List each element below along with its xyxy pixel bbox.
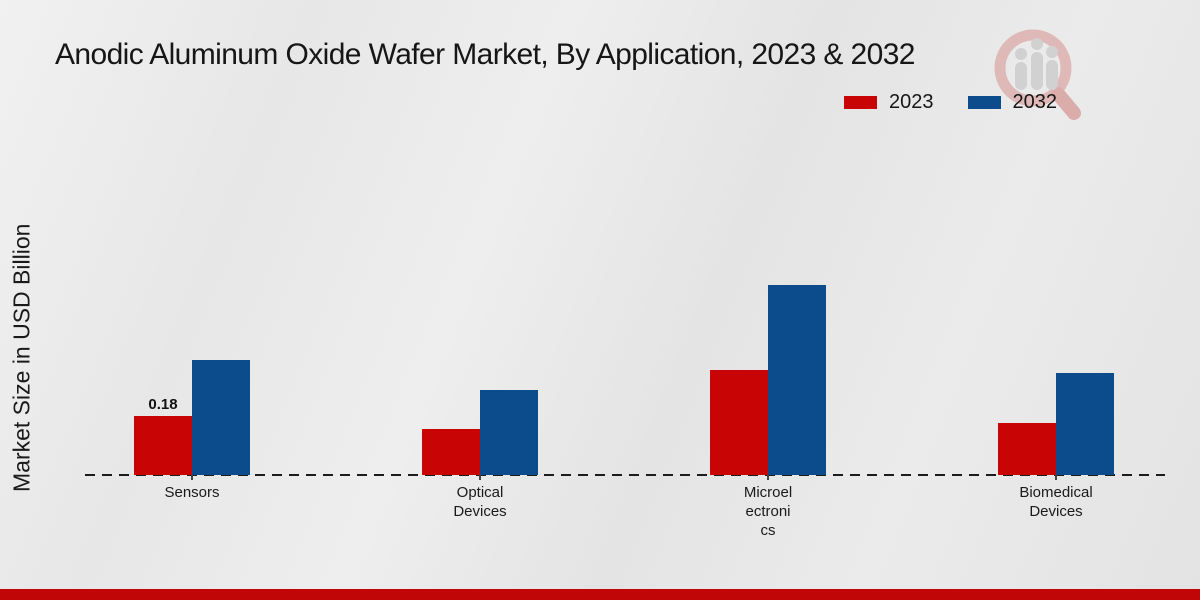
x-axis-category-label-microelectronics: Microel ectroni cs	[743, 484, 793, 539]
x-axis-line	[85, 474, 1165, 476]
x-axis-category-label-sensors: Sensors	[164, 484, 220, 501]
bar-2032-microelectronics	[768, 285, 826, 475]
bar-2032-optical-devices	[480, 390, 538, 475]
footer-band	[0, 589, 1200, 600]
bar-2023-biomedical-devices	[998, 423, 1056, 475]
x-axis-tick-optical-devices	[479, 475, 481, 480]
magnifier-bar-chart-logo-icon	[994, 29, 1081, 120]
legend-item-2032: 2032	[967, 91, 1058, 113]
bar-2023-sensors	[134, 416, 192, 475]
bar-2023-optical-devices	[422, 429, 480, 475]
legend-swatch-2032	[967, 95, 1001, 109]
bar-2032-sensors	[192, 360, 250, 475]
bar-value-label: 0.18	[148, 396, 178, 413]
x-axis-tick-microelectronics	[767, 475, 769, 480]
legend-label-2032: 2032	[1012, 91, 1058, 113]
legend-swatch-2023	[844, 95, 877, 109]
x-axis-tick-sensors	[191, 475, 193, 480]
legend-label-2023: 2023	[889, 91, 934, 113]
x-axis-category-label-biomedical-devices: Biomedical Devices	[1019, 484, 1093, 520]
bar-2023-microelectronics	[710, 370, 768, 475]
legend-item-2023: 2023	[844, 92, 934, 112]
chart-title: Anodic Aluminum Oxide Wafer Market, By A…	[55, 38, 915, 71]
x-axis-category-label-optical-devices: Optical Devices	[453, 484, 507, 520]
x-axis-tick-biomedical-devices	[1055, 475, 1057, 480]
bar-2032-biomedical-devices	[1056, 373, 1114, 475]
legend: 2023 2032	[844, 92, 1057, 112]
